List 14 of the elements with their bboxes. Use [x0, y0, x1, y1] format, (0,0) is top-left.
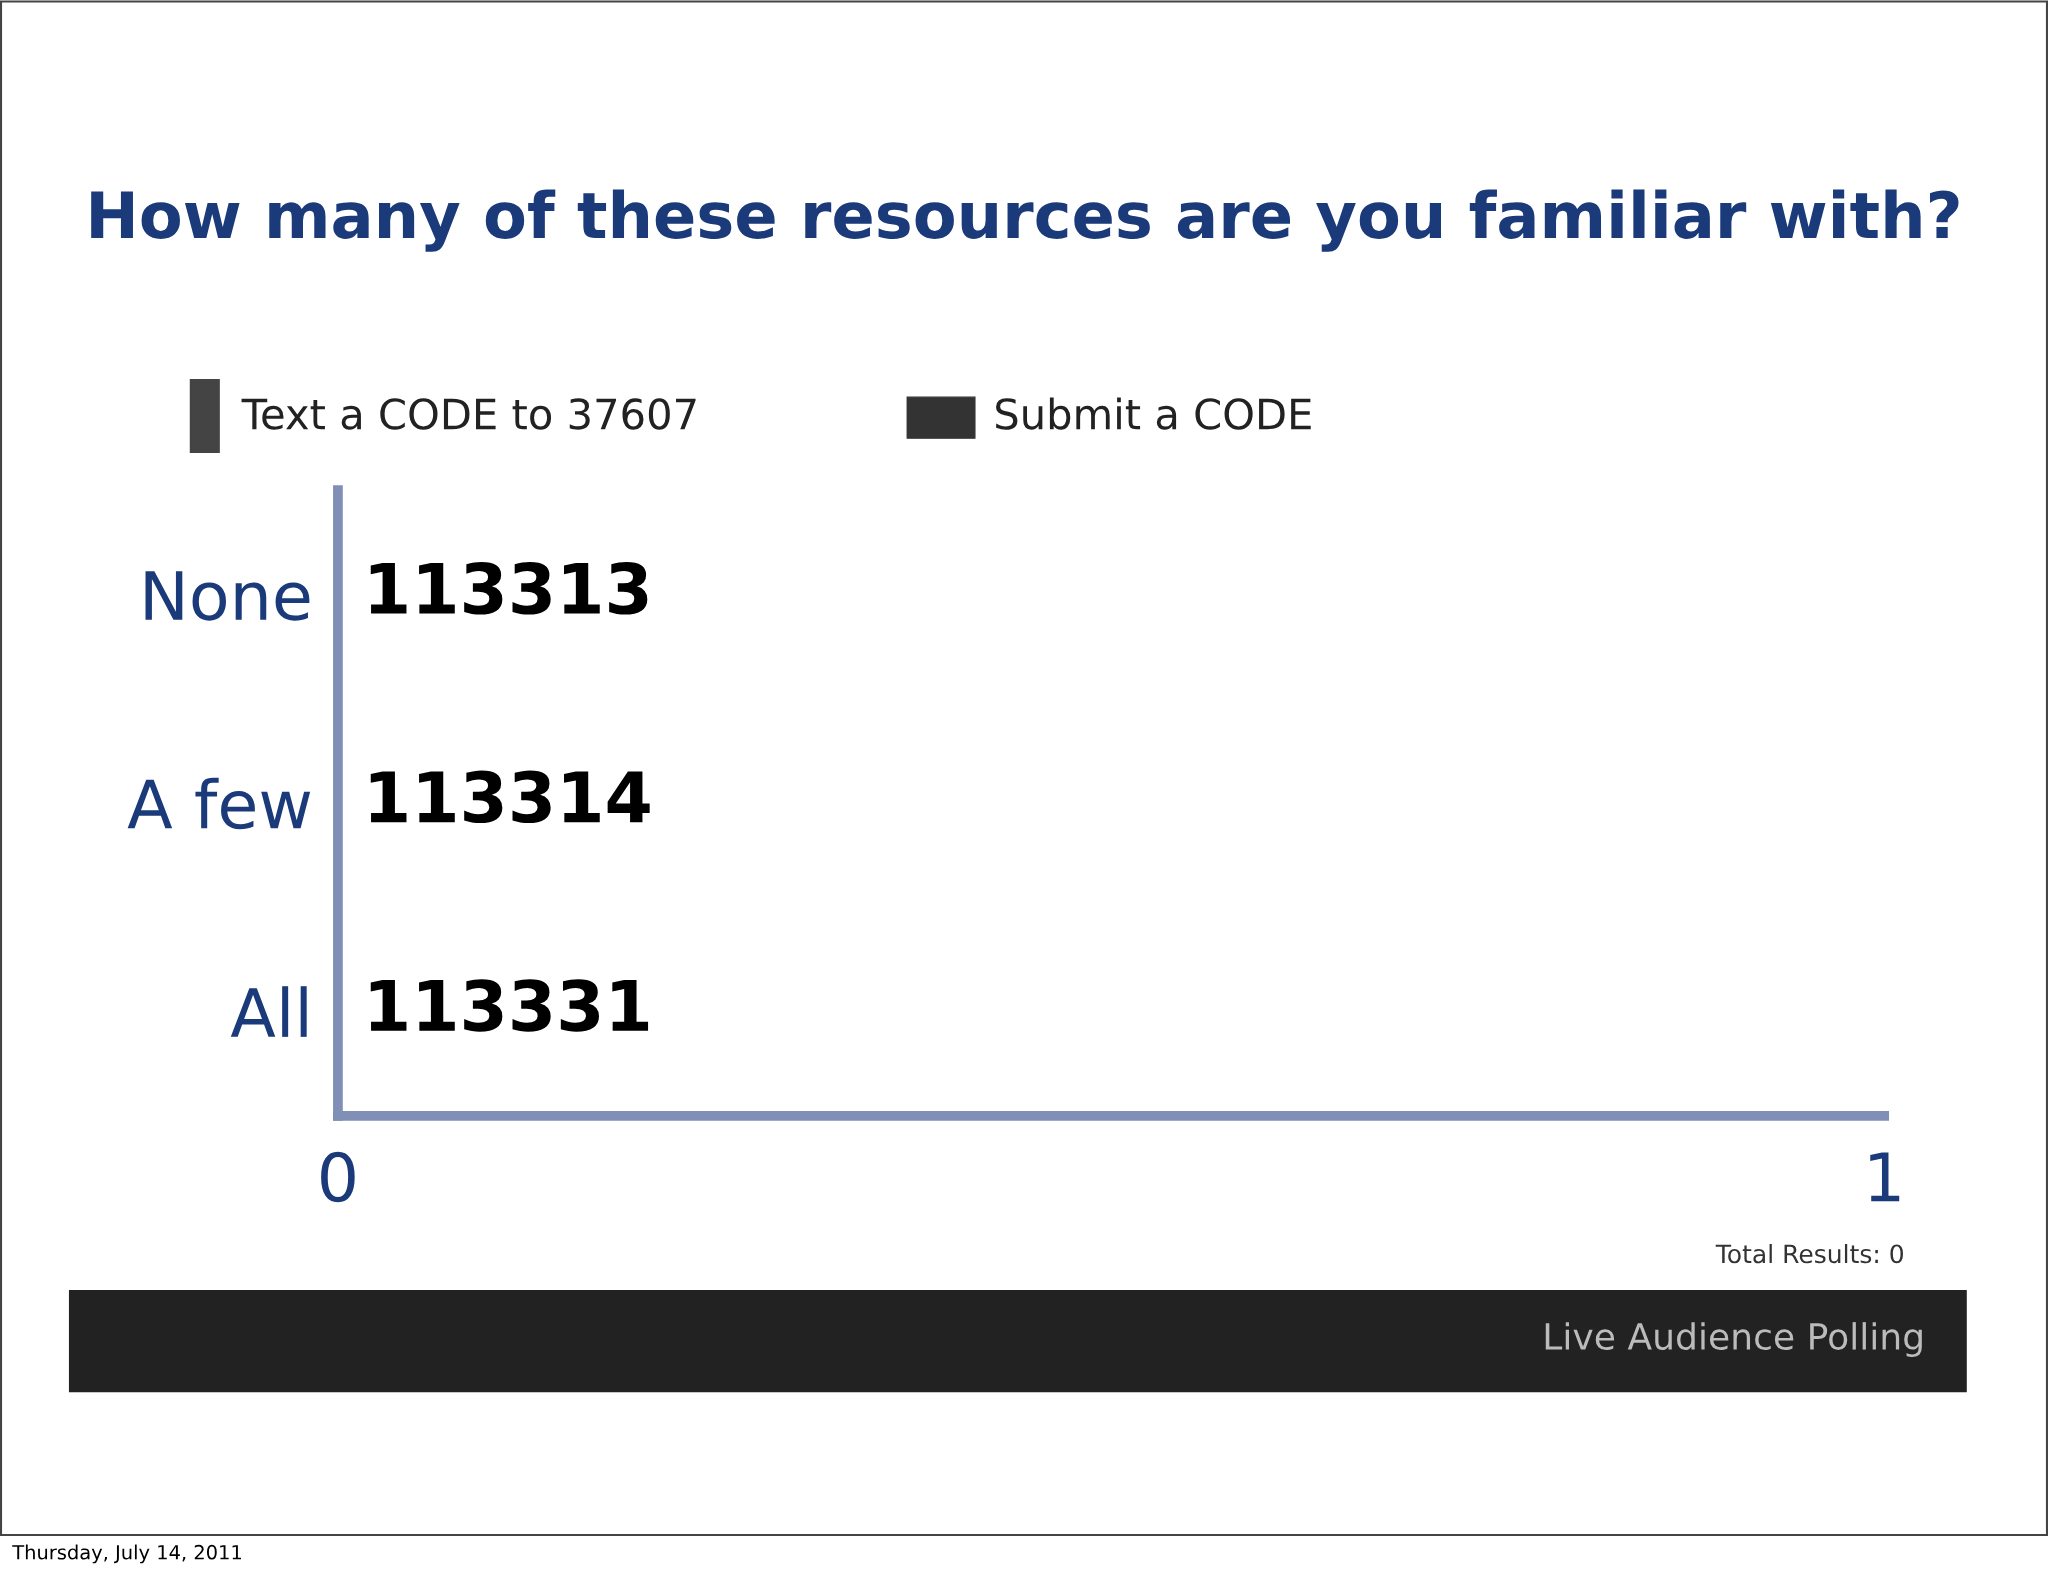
text: Text a CODE to 37607: [241, 398, 696, 430]
text: Live Audience Polling: [1545, 1322, 1922, 1358]
annotation: 113331: [370, 979, 649, 1032]
y-tick-label: None: [145, 571, 310, 621]
text: Submit a CODE: [996, 397, 1311, 430]
x-tick-label: 0: [321, 1151, 355, 1203]
y-tick-label: A few: [127, 777, 311, 830]
annotation: 113313: [370, 562, 648, 615]
y-tick-label: All: [230, 986, 307, 1037]
chart-title: How many of these resources are you familiar with?: [91, 189, 1959, 252]
x-tick-label: 1: [1870, 1152, 1900, 1202]
annotation: 113314: [370, 770, 650, 824]
text: Total Results: 0: [1715, 1243, 1903, 1264]
text: Thursday, July 14, 2011: [12, 1544, 242, 1564]
